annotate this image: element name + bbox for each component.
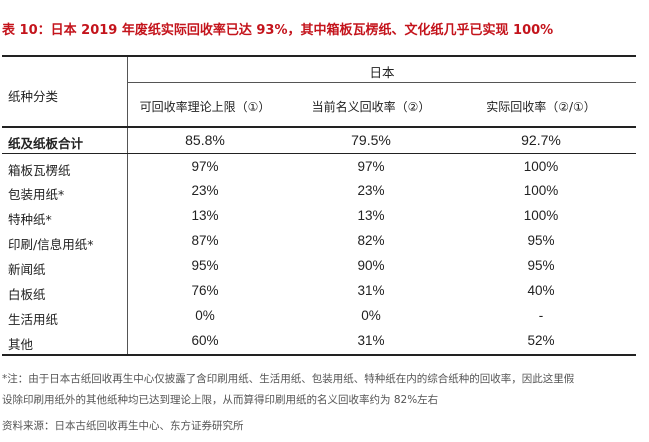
group-header-divider (128, 82, 636, 83)
table-row: 包装用纸* 23% 23% 100% (2, 180, 636, 204)
table-row: 新闻纸 95% 90% 95% (2, 255, 636, 279)
value-theoretical: 0% (195, 308, 215, 323)
value-nominal: 31% (357, 333, 385, 348)
footnote-line: *注：由于日本古纸回收再生中心仅披露了含印刷用纸、生活用纸、包装用纸、特种纸在内… (2, 373, 575, 385)
value-theoretical: 23% (191, 183, 219, 198)
value-theoretical: 95% (191, 258, 219, 273)
table-row: 生活用纸 0% 0% - (2, 305, 636, 329)
value-actual: 95% (527, 233, 555, 248)
value-nominal: 97% (357, 159, 385, 174)
table-title: 表 10：日本 2019 年废纸实际回收率已达 93%，其中箱板瓦楞纸、文化纸几… (2, 23, 554, 38)
row-label: 箱板瓦楞纸 (8, 163, 71, 178)
value-nominal: 13% (357, 208, 385, 223)
row-label: 包装用纸* (8, 187, 65, 202)
row-label: 白板纸 (8, 287, 46, 302)
column-header-actual: 实际回收率（②/①） (486, 100, 596, 114)
table-bottom-rule (2, 354, 636, 356)
row-label: 特种纸* (8, 212, 52, 227)
table-top-rule (2, 55, 636, 57)
value-theoretical: 13% (191, 208, 219, 223)
value-actual: 100% (523, 159, 559, 174)
value-actual: 100% (523, 208, 559, 223)
value-actual: 95% (527, 258, 555, 273)
category-column-header: 纸种分类 (8, 89, 59, 104)
japan-group-header: 日本 (369, 65, 395, 80)
table-row: 白板纸 76% 31% 40% (2, 280, 636, 304)
column-header-theoretical: 可回收率理论上限（①） (139, 100, 271, 114)
value-theoretical: 87% (191, 233, 219, 248)
value-nominal: 31% (357, 283, 385, 298)
table-footnote: *注：由于日本古纸回收再生中心仅披露了含印刷用纸、生活用纸、包装用纸、特种纸在内… (2, 371, 642, 408)
row-label: 生活用纸 (8, 312, 59, 327)
value-nominal: 0% (361, 308, 381, 323)
total-row-rule (2, 153, 636, 154)
row-label: 其他 (8, 337, 34, 352)
row-label: 印刷/信息用纸* (8, 237, 94, 252)
column-header-nominal: 当前名义回收率（②） (311, 100, 431, 114)
value-nominal: 82% (357, 233, 385, 248)
value-theoretical: 76% (191, 283, 219, 298)
table-row: 箱板瓦楞纸 97% 97% 100% (2, 156, 636, 180)
source-note: 资料来源：日本古纸回收再生中心、东方证券研究所 (2, 420, 244, 432)
table-row: 其他 60% 31% 52% (2, 330, 636, 354)
footnote-line: 设除印刷用纸外的其他纸种均已达到理论上限，从而算得印刷用纸的名义回收率约为 82… (2, 394, 439, 406)
row-label: 新闻纸 (8, 262, 46, 277)
value-actual: 100% (523, 183, 559, 198)
table-row-total: 纸及纸板合计 85.8% 79.5% 92.7% (2, 129, 636, 153)
value-actual: 92.7% (521, 132, 561, 148)
header-bottom-rule (2, 126, 636, 128)
row-label: 纸及纸板合计 (8, 136, 84, 151)
value-theoretical: 60% (191, 333, 219, 348)
value-theoretical: 85.8% (185, 132, 225, 148)
value-actual: 40% (527, 283, 555, 298)
value-nominal: 23% (357, 183, 385, 198)
table-row: 印刷/信息用纸* 87% 82% 95% (2, 230, 636, 254)
value-nominal: 90% (357, 258, 385, 273)
category-column-divider (127, 57, 128, 354)
value-actual: - (538, 308, 544, 323)
value-actual: 52% (527, 333, 555, 348)
table-row: 特种纸* 13% 13% 100% (2, 205, 636, 229)
value-nominal: 79.5% (351, 132, 391, 148)
value-theoretical: 97% (191, 159, 219, 174)
